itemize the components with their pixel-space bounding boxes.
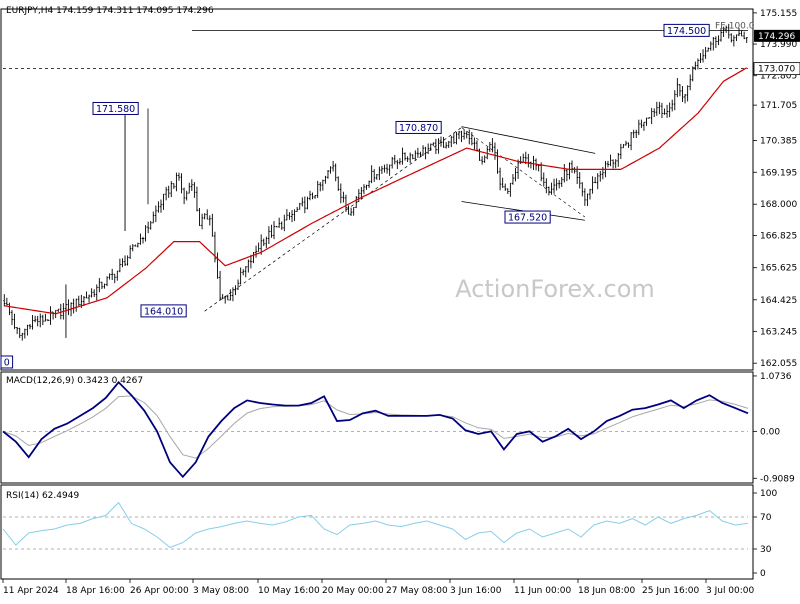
annotation-label: 174.500 — [667, 26, 706, 37]
x-tick-label: 3 May 08:00 — [193, 586, 249, 596]
x-axis-layer: 11 Apr 2024 18 Apr 16:00 26 Apr 00:00 3 May… — [2, 579, 755, 596]
rsi-panel-frame — [0, 484, 754, 580]
last-price-tag-label: 174.296 — [758, 32, 795, 42]
x-tick-label: 10 May 16:00 — [258, 586, 320, 596]
macd-panel-frame — [0, 371, 754, 484]
channel-diagonal-line — [461, 127, 586, 218]
annotation-box — [140, 304, 187, 318]
macd-layer: 1.0736 0.00 -0.9089 — [2, 372, 795, 484]
price-y-tick-label: 170.385 — [760, 136, 797, 146]
x-tick-label: 20 May 00:00 — [322, 586, 384, 596]
guides-layer — [3, 29, 748, 312]
x-tick-label: 25 Jun 16:00 — [642, 586, 699, 596]
macd-y-tick-label: 1.0736 — [760, 372, 792, 382]
x-tick-label: 11 Jun 00:00 — [514, 586, 571, 596]
macd-y-tick-label: 0.00 — [760, 427, 780, 437]
rsi-title: RSI(14) 62.4949 — [6, 491, 79, 501]
annotation-box — [0, 355, 14, 369]
price-y-tick-label: 172.805 — [760, 72, 797, 82]
price-y-tick-label: 169.195 — [760, 168, 797, 178]
level-price-tag-box — [753, 62, 800, 76]
macd-line — [2, 380, 749, 479]
axis-layer: 175.155 173.990 172.805 171.705 170.385 169.1… — [753, 9, 800, 369]
price-y-tick-label: 173.990 — [760, 40, 797, 50]
price-y-tick-label: 166.825 — [760, 232, 797, 242]
price-panel-frame — [0, 8, 754, 371]
price-y-tick-label: 171.705 — [760, 101, 797, 111]
macd-title: MACD(12,26,9) 0.3423 0.4267 — [6, 376, 143, 386]
price-y-tick-label: 164.425 — [760, 296, 797, 306]
level-price-tag-label: 173.070 — [758, 65, 795, 75]
projection-dashed-line — [204, 127, 462, 312]
moving-average-layer — [4, 67, 747, 315]
price-y-tick-label: 165.625 — [760, 264, 797, 274]
annotation-label: 164.010 — [144, 306, 183, 317]
x-tick-label: 18 Apr 16:00 — [66, 586, 125, 596]
annotation-label: 170.870 — [399, 123, 438, 134]
price-chart-title: EURJPY,H4 174.159 174.311 174.095 174.29… — [6, 6, 214, 16]
annotation-label: 171.580 — [96, 104, 135, 115]
annotation-box — [504, 210, 551, 224]
annotation-box — [395, 120, 442, 134]
price-y-tick-label: 162.055 — [760, 359, 797, 369]
moving-average-line — [4, 67, 747, 315]
annotation-box — [663, 23, 710, 37]
price-y-tick-label: 175.155 — [760, 9, 797, 19]
rsi-line — [2, 501, 749, 548]
channel-line — [461, 126, 596, 154]
rsi-y-tick-label: 0 — [760, 569, 766, 579]
rsi-layer: 100 70 30 0 — [2, 489, 777, 579]
fe-label: FE 100.0 — [715, 21, 755, 31]
rsi-y-tick-label: 30 — [760, 545, 772, 555]
price-y-tick-label: 163.245 — [760, 327, 797, 337]
annotation-label: 167.520 — [508, 213, 547, 224]
rsi-y-tick-label: 70 — [760, 513, 772, 523]
macd-y-tick-label: -0.9089 — [760, 474, 795, 484]
macd-signal-line — [2, 395, 749, 459]
last-price-tag-box — [754, 29, 800, 42]
x-tick-label: 18 Jun 08:00 — [578, 586, 635, 596]
x-tick-label: 27 May 08:00 — [386, 586, 448, 596]
annotation-layer: 171.580 164.010 170.870 167.520 174.500 0 FE 1… — [0, 21, 755, 369]
annotation-box — [92, 101, 139, 115]
x-tick-label: 3 Jul 00:00 — [706, 586, 755, 596]
annotation-label: 0 — [4, 357, 10, 368]
x-tick-label: 26 Apr 00:00 — [130, 586, 189, 596]
rsi-y-tick-label: 100 — [760, 489, 777, 499]
price-y-tick-label: 168.000 — [760, 200, 797, 210]
candles-layer — [3, 23, 748, 341]
x-tick-label: 11 Apr 2024 — [3, 586, 59, 596]
x-tick-label: 3 Jun 16:00 — [450, 586, 502, 596]
watermark-text: ActionForex.com — [455, 275, 655, 303]
